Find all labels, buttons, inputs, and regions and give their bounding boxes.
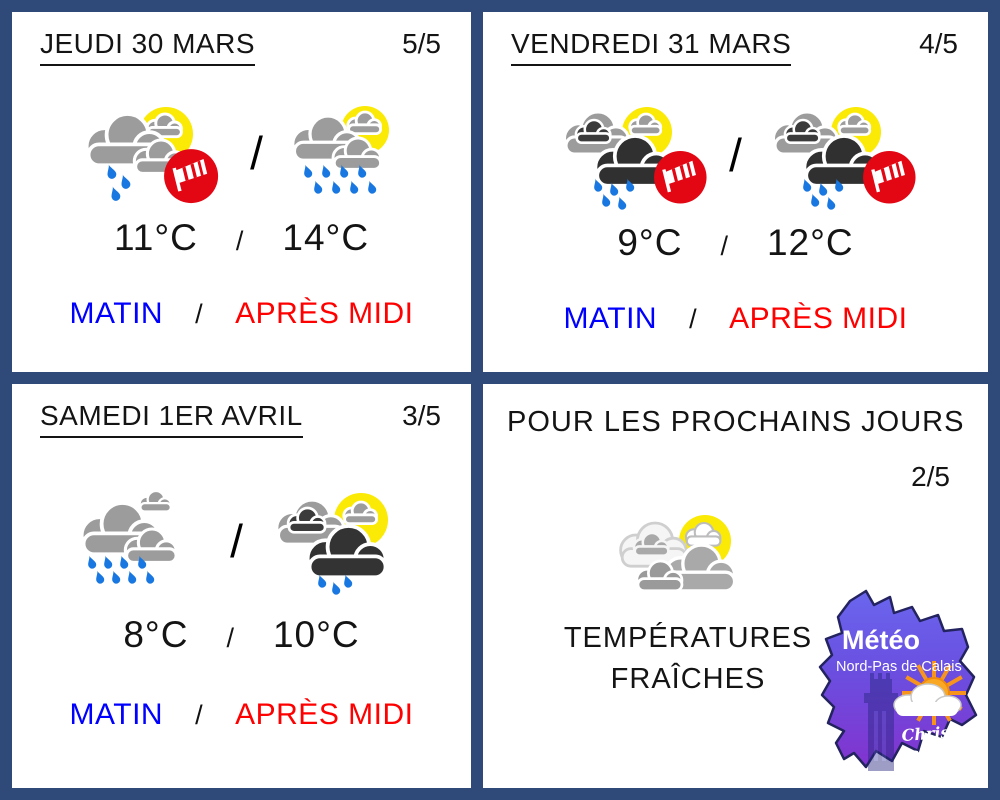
day-title: SAMEDI 1ER AVRIL: [40, 400, 303, 438]
icons-separator: /: [729, 129, 742, 181]
label-separator: /: [689, 304, 698, 334]
temperatures-row: 9°C / 12°C: [483, 222, 988, 264]
period-labels-row: MATIN / APRÈS MIDI: [12, 698, 471, 732]
temperature-afternoon: 10°C: [272, 614, 360, 655]
weather-icons-row: /: [12, 486, 471, 596]
outlook-description: TEMPÉRATURES FRAÎCHES: [564, 618, 812, 700]
afternoon-label: APRÈS MIDI: [235, 297, 414, 330]
outlook-body: TEMPÉRATURES FRAÎCHES: [503, 493, 873, 700]
gray-clouds-rain-icon: [79, 491, 178, 585]
panel-header: VENDREDI 31 MARS 4/5: [483, 12, 988, 66]
period-labels-row: MATIN / APRÈS MIDI: [483, 302, 988, 336]
outlook-description-line1: TEMPÉRATURES: [563, 622, 813, 654]
outlook-description-line2: FRAÎCHES: [610, 663, 766, 696]
sun-clouds-rain-icon: [290, 106, 389, 195]
panel-friday: VENDREDI 31 MARS 4/5 /: [483, 12, 988, 372]
sun-dark-clouds-rain-wind-alert-icon: [771, 107, 916, 210]
panel-header: JEUDI 30 MARS 5/5: [12, 12, 471, 66]
region-map-shape: [818, 589, 978, 769]
meteo-logo: Météo Nord-Pas de Calais Christopher Gro…: [816, 583, 988, 788]
weather-icons-row: /: [12, 100, 471, 205]
belfry-icon: [864, 673, 898, 771]
temperature-separator: /: [235, 226, 245, 256]
panel-outlook: POUR LES PROCHAINS JOURS 2/5 TEMPÉRATURE…: [483, 384, 988, 788]
morning-label: MATIN: [69, 297, 164, 330]
confidence-score: 4/5: [919, 28, 958, 59]
temperature-separator: /: [226, 623, 235, 653]
afternoon-label: APRÈS MIDI: [235, 698, 414, 731]
panel-thursday: JEUDI 30 MARS 5/5 /: [12, 12, 471, 372]
logo-region-text: Nord-Pas de Calais: [836, 659, 962, 675]
region-map-logo: Météo Nord-Pas de Calais Christopher Gro…: [818, 589, 988, 771]
confidence-score: 3/5: [402, 400, 441, 431]
temperature-separator: /: [720, 231, 729, 261]
temperature-afternoon: 12°C: [766, 222, 854, 263]
outlook-title: POUR LES PROCHAINS JOURS: [507, 406, 965, 438]
morning-label: MATIN: [69, 698, 164, 731]
day-title: JEUDI 30 MARS: [40, 28, 255, 66]
logo-cloud-icon: [893, 683, 962, 716]
sun-clouds-rain-wind-alert-icon: [84, 107, 219, 204]
temperatures-row: 11°C / 14°C: [12, 217, 471, 259]
temperature-afternoon: 14°C: [282, 217, 370, 258]
temperature-morning: 9°C: [617, 222, 683, 263]
sun-dark-clouds-rain-wind-alert-icon: [563, 107, 707, 210]
panel-header: SAMEDI 1ER AVRIL 3/5: [12, 384, 471, 438]
temperature-morning: 11°C: [113, 217, 198, 258]
icons-separator: /: [230, 515, 243, 567]
day-title: VENDREDI 31 MARS: [511, 28, 792, 66]
label-separator: /: [195, 299, 204, 329]
confidence-score: 5/5: [402, 28, 441, 59]
panel-saturday: SAMEDI 1ER AVRIL 3/5 /: [12, 384, 471, 788]
sun-behind-clouds-icon: [618, 515, 736, 593]
confidence-score: 2/5: [911, 461, 950, 492]
period-labels-row: MATIN / APRÈS MIDI: [12, 297, 471, 331]
label-separator: /: [195, 700, 204, 730]
logo-sun-icon: [893, 661, 966, 725]
morning-label: MATIN: [563, 302, 658, 335]
sun-dark-clouds-rain-icon: [274, 493, 388, 596]
afternoon-label: APRÈS MIDI: [729, 302, 908, 335]
temperatures-row: 8°C / 10°C: [12, 614, 471, 656]
icons-separator: /: [250, 126, 263, 179]
logo-brand-text: Météo: [842, 625, 920, 655]
temperature-morning: 8°C: [123, 614, 189, 655]
weather-icons-row: /: [483, 100, 988, 210]
